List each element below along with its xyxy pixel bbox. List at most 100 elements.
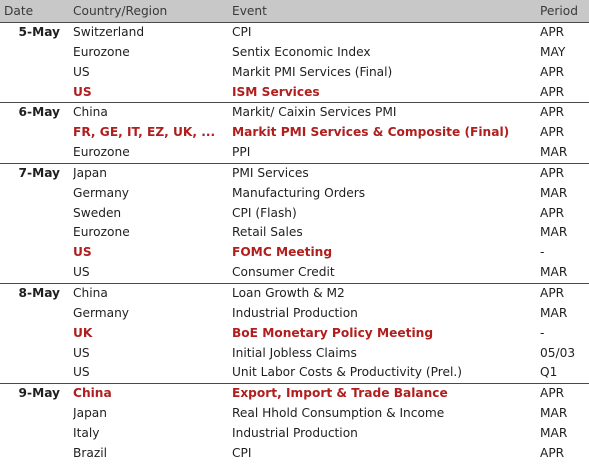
row-event: Sentix Economic Index (232, 44, 371, 59)
table-row: Eurozone Sentix Economic Index MAY (0, 43, 589, 63)
row-country: China (73, 386, 112, 401)
row-country: Japan (73, 165, 107, 180)
table-row: 7-May Japan PMI Services APR (0, 162, 589, 184)
table-row: US ISM Services APR (0, 83, 589, 103)
table-row: US FOMC Meeting - (0, 243, 589, 263)
row-event: CPI (232, 445, 252, 460)
row-event: PPI (232, 145, 251, 160)
row-period: APR (540, 165, 565, 180)
row-period: - (540, 325, 545, 340)
table-row: UK BoE Monetary Policy Meeting - (0, 324, 589, 344)
table-row: Germany Manufacturing Orders MAR (0, 184, 589, 204)
row-period: MAR (540, 145, 568, 160)
row-country: US (73, 245, 92, 260)
row-event: Industrial Production (232, 425, 358, 440)
header-period: Period (540, 4, 579, 18)
row-period: APR (540, 285, 565, 300)
row-country: Eurozone (73, 225, 130, 240)
row-period: APR (540, 64, 565, 79)
row-period: - (540, 245, 545, 260)
row-event: Markit PMI Services (Final) (232, 64, 393, 79)
row-period: Q1 (540, 365, 558, 380)
row-period: APR (540, 25, 565, 39)
row-date: 7-May (18, 165, 60, 180)
row-event: Industrial Production (232, 305, 358, 320)
row-event: Markit/ Caixin Services PMI (232, 105, 397, 120)
table-row: 6-May China Markit/ Caixin Services PMI APR (0, 102, 589, 123)
table-row: Eurozone PPI MAR (0, 143, 589, 163)
row-date: 8-May (18, 285, 60, 300)
row-country: Japan (73, 406, 107, 421)
row-country: Switzerland (73, 25, 145, 39)
row-period: APR (540, 386, 565, 401)
row-period: APR (540, 445, 565, 460)
row-period: MAR (540, 225, 568, 240)
row-event: Real Hhold Consumption & Income (232, 406, 445, 421)
row-event: ISM Services (232, 84, 320, 99)
row-period: MAR (540, 185, 568, 200)
row-country: US (73, 84, 92, 99)
header-date: Date (4, 4, 34, 18)
row-country: Germany (73, 185, 130, 200)
row-country: US (73, 265, 90, 280)
row-period: MAY (540, 44, 566, 59)
row-event: Manufacturing Orders (232, 185, 366, 200)
row-period: APR (540, 105, 565, 120)
row-period: 05/03 (540, 345, 576, 360)
row-event: Initial Jobless Claims (232, 345, 357, 360)
table-row: US Initial Jobless Claims 05/03 (0, 344, 589, 364)
table-body: 5-May Switzerland CPI APR Eurozone Sentix Eco… (0, 22, 589, 464)
row-event: Unit Labor Costs & Productivity (Prel.) (232, 365, 462, 380)
table-row: Eurozone Retail Sales MAR (0, 223, 589, 243)
table-row: Sweden CPI (Flash) APR (0, 204, 589, 224)
table-row: Brazil CPI APR (0, 444, 589, 464)
row-country: US (73, 64, 90, 79)
row-event: BoE Monetary Policy Meeting (232, 325, 434, 340)
table-row: Germany Industrial Production MAR (0, 304, 589, 324)
row-event: Loan Growth & M2 (232, 285, 345, 300)
row-date: 5-May (18, 25, 60, 39)
header-country: Country/Region (73, 4, 168, 18)
table-row: US Consumer Credit MAR (0, 263, 589, 283)
row-period: APR (540, 84, 565, 99)
table-row: 9-May China Export, Import & Trade Balance… (0, 383, 589, 404)
table-row: 5-May Switzerland CPI APR (0, 22, 589, 43)
row-period: MAR (540, 425, 568, 440)
table-row: 8-May China Loan Growth & M2 APR (0, 282, 589, 304)
row-event: FOMC Meeting (232, 245, 333, 260)
table-row: US Unit Labor Costs & Productivity (Prel.… (0, 363, 589, 383)
row-country: Eurozone (73, 145, 130, 160)
row-period: APR (540, 125, 565, 140)
row-country: Eurozone (73, 44, 130, 59)
row-country: Brazil (73, 445, 108, 460)
row-event: Export, Import & Trade Balance (232, 386, 448, 401)
row-period: MAR (540, 406, 568, 421)
row-period: APR (540, 205, 565, 220)
row-event: CPI (Flash) (232, 205, 297, 220)
table-row: FR, GE, IT, EZ, UK, ... Markit PMI Servic… (0, 123, 589, 143)
table-header: Date Country/Region Event Period (0, 0, 589, 22)
table-row: US Markit PMI Services (Final) APR (0, 63, 589, 83)
row-country: China (73, 285, 108, 300)
row-date: 9-May (18, 386, 60, 401)
row-country: UK (73, 325, 93, 340)
row-date: 6-May (18, 105, 60, 120)
table-row: Italy Industrial Production MAR (0, 424, 589, 444)
row-country: US (73, 365, 90, 380)
row-event: Retail Sales (232, 225, 303, 240)
row-country: US (73, 345, 90, 360)
row-event: CPI (232, 25, 252, 39)
row-event: PMI Services (232, 165, 309, 180)
row-country: Germany (73, 305, 130, 320)
row-period: MAR (540, 305, 568, 320)
table-row: Japan Real Hhold Consumption & Income MAR (0, 404, 589, 424)
row-period: MAR (540, 265, 568, 280)
row-event: Consumer Credit (232, 265, 335, 280)
row-country: FR, GE, IT, EZ, UK, ... (73, 125, 216, 140)
header-event: Event (232, 4, 267, 18)
row-country: China (73, 105, 108, 120)
row-country: Italy (73, 425, 100, 440)
row-country: Sweden (73, 205, 122, 220)
row-event: Markit PMI Services & Composite (Final) (232, 125, 510, 140)
